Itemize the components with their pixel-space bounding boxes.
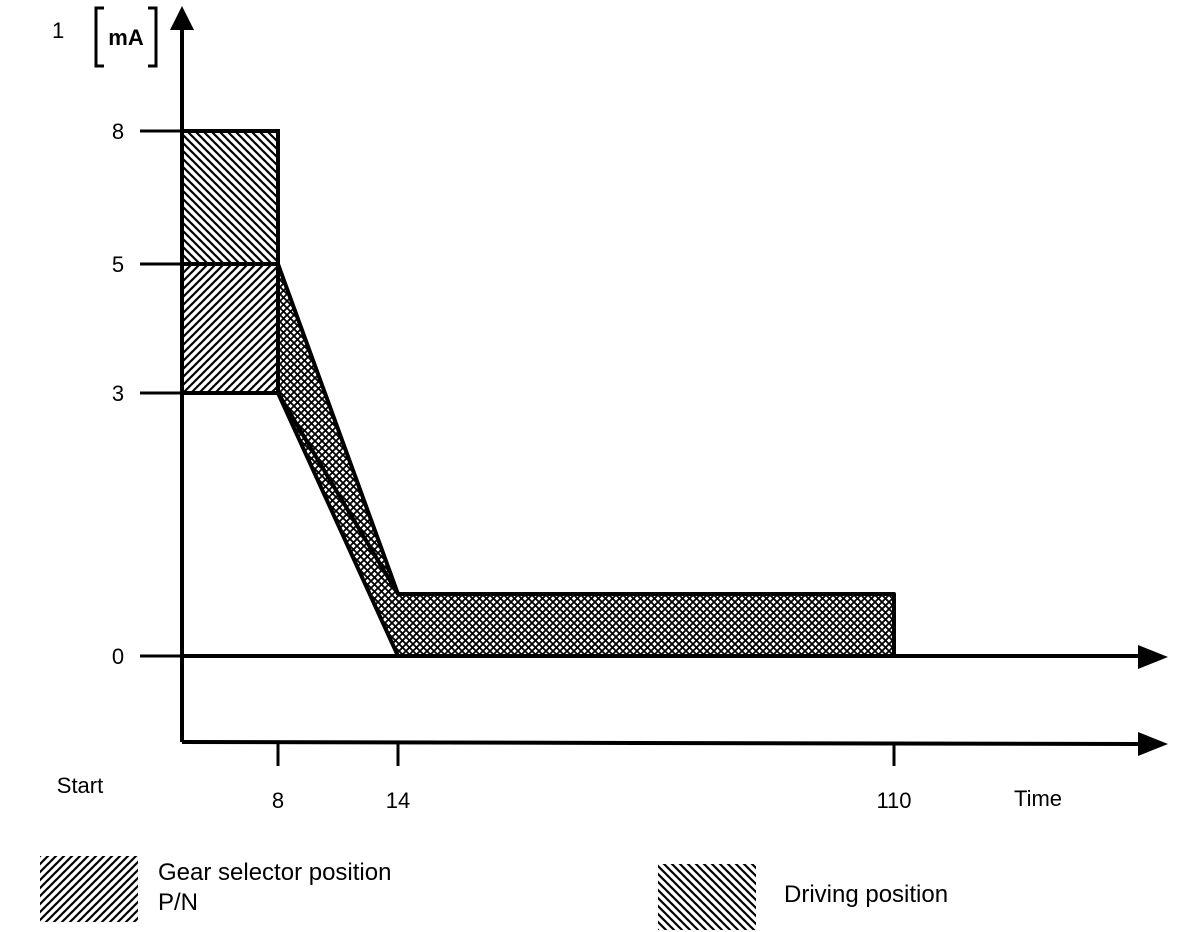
x-tick-label: 14	[386, 788, 410, 813]
legend-swatch-driving-position	[658, 864, 756, 930]
x-origin-label: Start	[57, 773, 103, 798]
y-tick-label: 3	[112, 381, 124, 406]
y-marker-label: 1	[52, 18, 64, 43]
x-tick-label: 110	[876, 788, 911, 813]
legend-label-gear-selector: Gear selector position	[158, 859, 391, 886]
band-driving-position	[180, 129, 280, 266]
band-gear-selector-pn	[180, 262, 280, 395]
y-unit-label: mA	[108, 25, 144, 50]
y-tick-label: 8	[112, 119, 124, 144]
band-transition	[276, 262, 896, 658]
y-tick-label: 5	[112, 252, 124, 277]
legend-swatch-gear-selector	[40, 856, 138, 922]
legend-label-gear-selector-line2: P/N	[158, 889, 198, 916]
x-axis-time-line	[181, 740, 1141, 746]
x-axis-zero-arrow	[1138, 645, 1168, 669]
unit-bracket	[94, 6, 158, 68]
x-axis-title: Time	[1014, 786, 1062, 811]
x-tick-label: 8	[272, 788, 284, 813]
legend-label-driving-position: Driving position	[784, 881, 948, 908]
transition-inner-edge	[276, 391, 400, 596]
x-axis-time-arrow	[1138, 732, 1168, 756]
y-axis-arrow	[170, 6, 194, 30]
y-tick-label: 0	[112, 644, 124, 669]
